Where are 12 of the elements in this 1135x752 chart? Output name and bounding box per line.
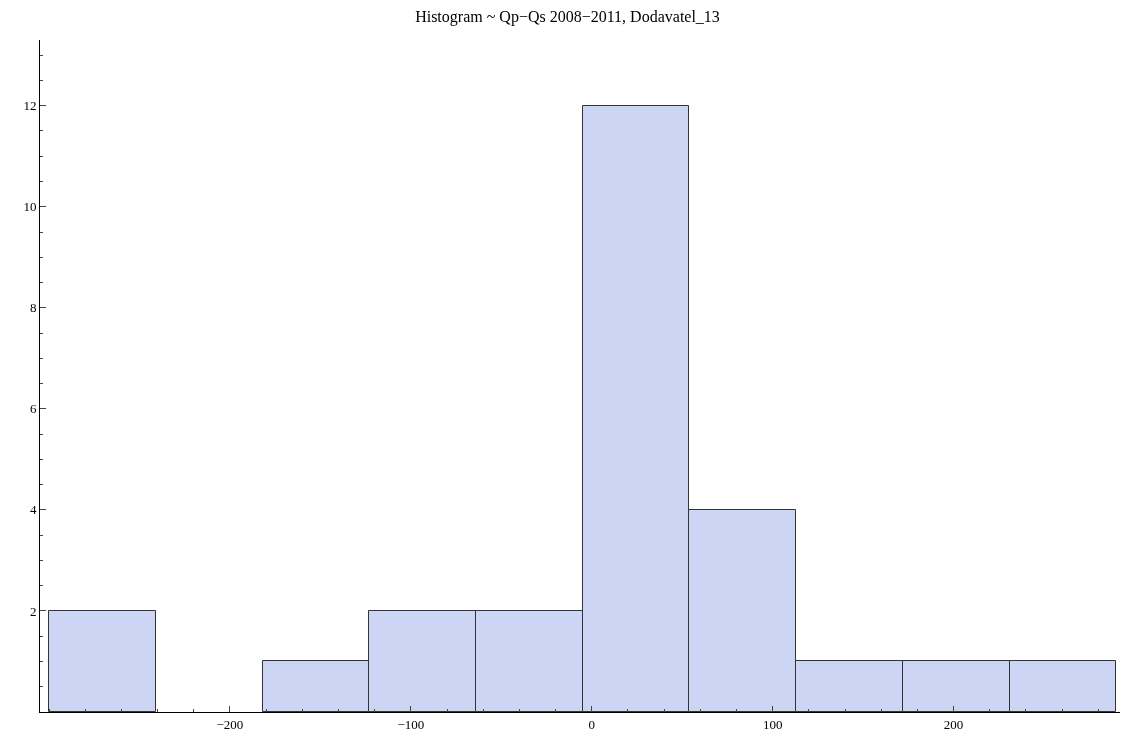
- x-tick-label: 0: [588, 716, 596, 732]
- y-tick-label: 8: [29, 300, 37, 316]
- x-tick-label: 200: [943, 716, 964, 732]
- y-tick-label: 4: [29, 502, 37, 518]
- y-tick-label: 10: [23, 199, 37, 215]
- x-tick-label: 100: [762, 716, 783, 732]
- y-tick-label: 12: [23, 98, 37, 114]
- x-tick-label: −200: [216, 716, 244, 732]
- x-tick-label: −100: [397, 716, 425, 732]
- y-tick-label: 6: [29, 401, 37, 417]
- y-tick-label: 2: [29, 603, 37, 619]
- chart-title: Histogram ~ Qp−Qs 2008−2011, Dodavatel_13: [415, 8, 720, 27]
